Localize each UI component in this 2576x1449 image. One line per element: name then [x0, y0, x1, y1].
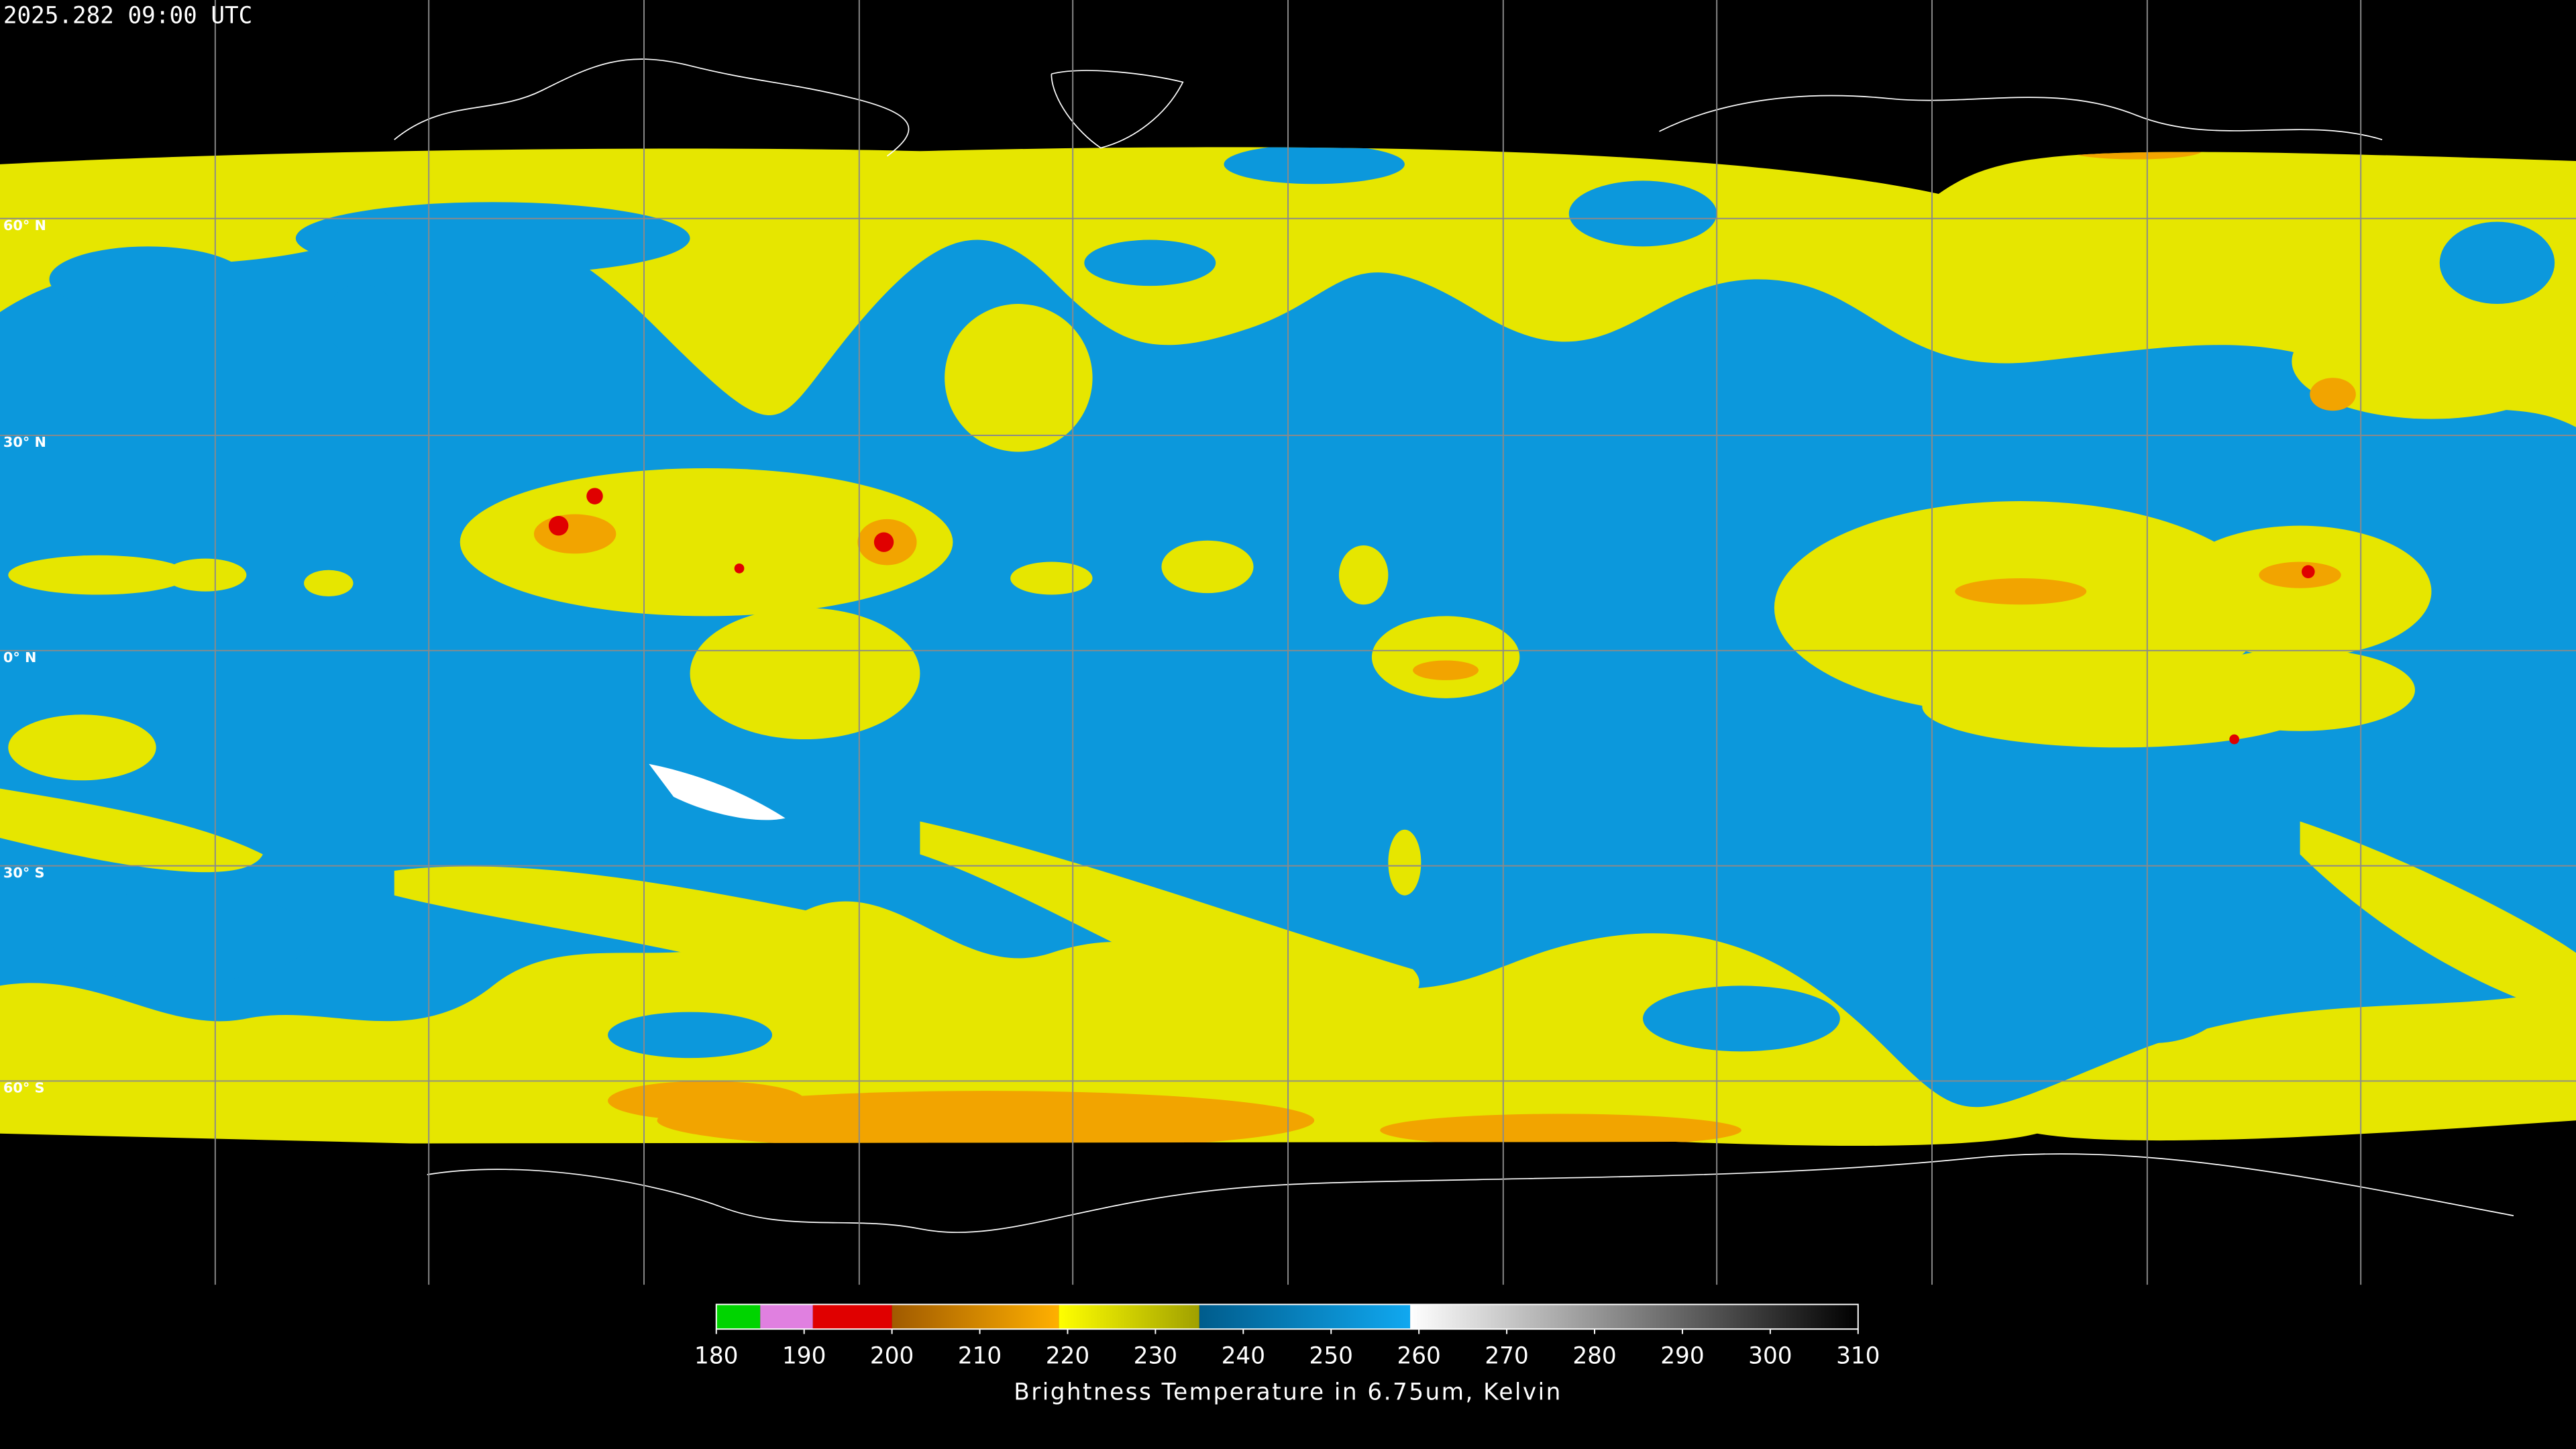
- deep-convection: [548, 488, 2315, 745]
- clear-patches: [49, 147, 2555, 1059]
- cold-areas: [533, 147, 2356, 1146]
- latitude-label: 30° N: [3, 434, 46, 450]
- colorbar-segment: [1410, 1304, 1858, 1330]
- colorbar-tick-label: 230: [1134, 1343, 1177, 1370]
- colorbar-tick-label: 210: [958, 1343, 1002, 1370]
- antarctic-coast: [427, 1153, 2514, 1233]
- graticule: [0, 0, 2576, 1285]
- greenland-coast: [1051, 70, 1184, 149]
- arctic-coast: [394, 58, 910, 157]
- colorbar-title: Brightness Temperature in 6.75um, Kelvin: [1014, 1379, 1562, 1406]
- convective-clusters: [0, 304, 2576, 1023]
- colorbar-tick-label: 180: [694, 1343, 738, 1370]
- missing-data: [649, 763, 786, 820]
- colorbar-tick-label: 310: [1836, 1343, 1880, 1370]
- colorbar-tick-label: 220: [1046, 1343, 1089, 1370]
- colorbar-frame: [715, 1303, 1859, 1330]
- colorbar-segment: [1059, 1304, 1199, 1330]
- colorbar-segment: [892, 1304, 1059, 1330]
- latitude-label: 60° N: [3, 217, 46, 233]
- timestamp: 2025.282 09:00 UTC: [3, 2, 252, 29]
- colorbar-segment: [760, 1304, 813, 1330]
- colorbar-tick-label: 300: [1748, 1343, 1792, 1370]
- colorbar-tick-label: 240: [1222, 1343, 1265, 1370]
- colorbar-segment: [716, 1304, 761, 1330]
- latitude-label: 60° S: [3, 1080, 45, 1096]
- colorbar-tick-label: 270: [1485, 1343, 1528, 1370]
- coastlines: [394, 58, 2514, 1233]
- colorbar-segment: [1199, 1304, 1411, 1330]
- colorbar-tick-label: 260: [1397, 1343, 1440, 1370]
- latitude-label: 0° N: [3, 649, 37, 665]
- latitude-label: 30° S: [3, 865, 45, 881]
- colorbar-segment: [812, 1304, 892, 1330]
- colorbar-tick-label: 280: [1572, 1343, 1616, 1370]
- siberia-coast: [1659, 95, 2383, 140]
- colorbar-tick-label: 190: [782, 1343, 826, 1370]
- colorbar-tick-label: 200: [870, 1343, 914, 1370]
- colorbar-tick-label: 250: [1309, 1343, 1353, 1370]
- colorbar-tick-label: 290: [1660, 1343, 1704, 1370]
